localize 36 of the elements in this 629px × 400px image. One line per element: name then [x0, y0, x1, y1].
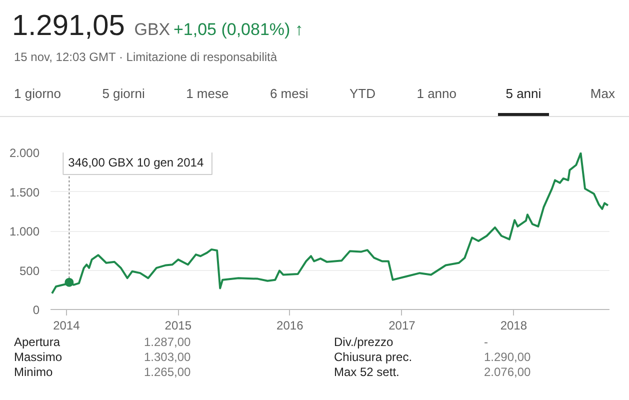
text: Massimo [14, 350, 64, 365]
text: 6 mesi [270, 84, 308, 103]
text: Apertura [14, 335, 62, 350]
text: Chiusura prec. [334, 350, 414, 365]
y-tick-label: 0 [32, 303, 40, 317]
x-tick-label: 2017 [388, 318, 416, 332]
text: 1 giorno [14, 84, 61, 103]
text: Max [590, 84, 615, 103]
line-series [51, 152, 609, 294]
text: 5 anni [498, 84, 550, 116]
y-tick-label: 500 [19, 264, 40, 278]
text: 2.076,00 [484, 365, 532, 380]
text: YTD [350, 84, 376, 103]
y-tick-label: 2.000 [9, 146, 40, 160]
text: 1.287,00 [144, 335, 192, 350]
chart-title: 1.291,05 [12, 10, 125, 42]
text: Div./prezzo [334, 335, 394, 350]
x-tick-label: 2018 [500, 318, 528, 332]
text: 5 giorni [102, 84, 145, 103]
text: 1 mese [186, 84, 229, 103]
text: 1.265,00 [144, 365, 192, 380]
x-tick-label: 2016 [276, 318, 304, 332]
chart-subtitle: 15 nov, 12:03 GMT · Limitazione di responsabilità [13, 49, 278, 66]
text: Max 52 sett. [334, 365, 400, 380]
x-tick-label: 2015 [164, 318, 192, 332]
text: GBX [134, 20, 170, 39]
text: - [484, 335, 489, 350]
text: 1.290,00 [484, 350, 532, 365]
y-tick-label: 1.500 [9, 185, 40, 200]
text: 1 anno [416, 84, 456, 103]
text: 1.303,00 [144, 350, 192, 365]
x-tick-label: 2014 [53, 318, 80, 332]
text: Minimo [14, 365, 54, 380]
text: +1,05 (0,081%) ↑ [173, 20, 304, 39]
annotation: 346,00 GBX 10 gen 2014 [68, 155, 204, 170]
y-tick-label: 1.000 [9, 224, 40, 238]
